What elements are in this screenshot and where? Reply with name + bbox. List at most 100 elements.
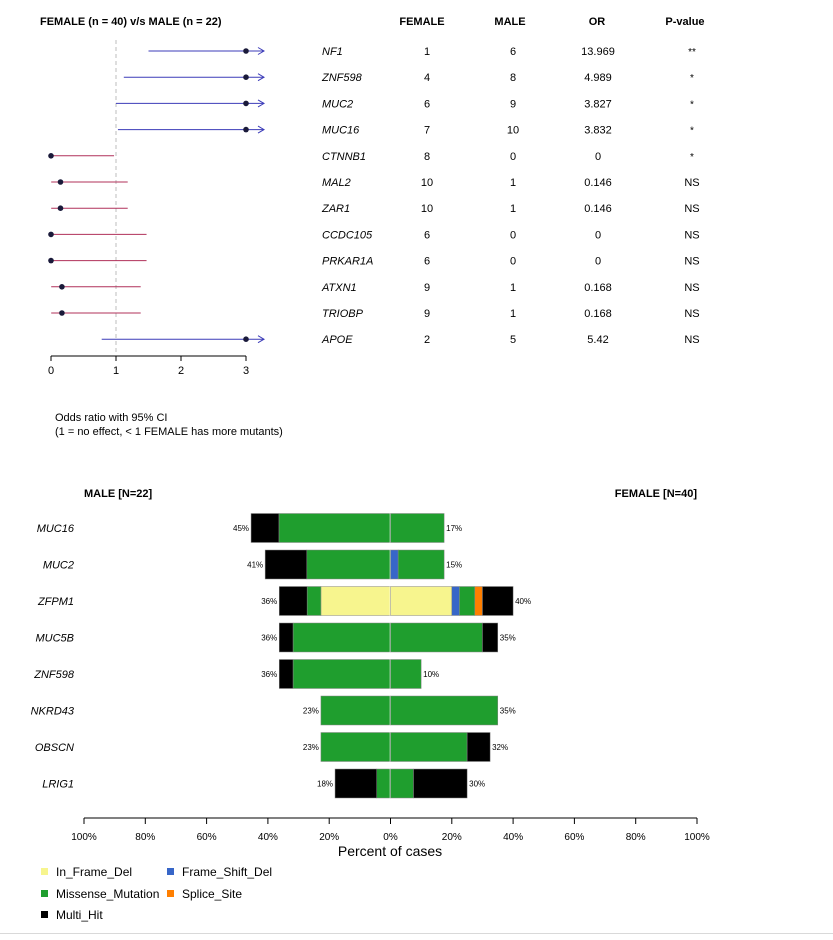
male-total-label: 18% — [317, 780, 333, 789]
or-point — [59, 284, 65, 290]
bar-gene-label: MUC5B — [35, 633, 74, 645]
female-total-label: 35% — [500, 707, 516, 716]
bar-gene-label: OBSCN — [35, 742, 74, 754]
male-count: 1 — [510, 308, 516, 320]
ci-arrow — [257, 99, 265, 108]
male-bar-missense_mutation — [376, 768, 391, 799]
forest-tick-label: 3 — [243, 365, 249, 377]
female-count: 6 — [424, 256, 430, 268]
male-count: 1 — [510, 282, 516, 294]
female-total-label: 35% — [500, 634, 516, 643]
header-pvalue: P-value — [665, 16, 704, 28]
female-total-label: 17% — [446, 524, 462, 533]
forest-row-znf598: ZNF598 4 8 4.989 * — [123, 72, 694, 84]
forest-row-apoe: APOE 2 5 5.42 NS — [101, 334, 700, 346]
gene-label: ATXN1 — [321, 282, 357, 294]
bar-tick-label: 20% — [442, 832, 462, 843]
forest-tick-label: 0 — [48, 365, 54, 377]
forest-row-ccdc105: CCDC105 6 0 0 NS — [48, 229, 700, 241]
legend-label: In_Frame_Del — [56, 865, 132, 879]
female-bar-missense_mutation — [390, 695, 499, 726]
p-value: NS — [684, 229, 699, 241]
male-count: 10 — [507, 125, 519, 137]
male-bar-multi_hit — [278, 586, 308, 616]
legend-label: Splice_Site — [182, 887, 242, 901]
male-count: 1 — [510, 203, 516, 215]
male-bar-missense_mutation — [292, 659, 391, 689]
male-total-label: 36% — [261, 597, 277, 606]
bar-tick-label: 20% — [319, 832, 339, 843]
legend-swatch — [41, 890, 48, 897]
or-point — [48, 153, 54, 159]
bar-tick-label: 80% — [626, 832, 646, 843]
male-count: 0 — [510, 256, 516, 268]
bar-x-ticks: 100% 80% 60% 40% 20% 0% 20% 40% 60% 80% 100% — [71, 818, 710, 843]
gene-label: MUC16 — [322, 125, 360, 137]
female-bar-missense_mutation — [459, 586, 476, 616]
male-bar-missense_mutation — [320, 732, 391, 762]
female-total-label: 15% — [446, 561, 462, 570]
male-bar-missense_mutation — [306, 549, 391, 580]
female-bar-missense_mutation — [390, 513, 445, 543]
forest-tick-label: 1 — [113, 365, 119, 377]
or-value: 0.168 — [584, 308, 612, 320]
bar-row-muc16: MUC16 45% 17% — [37, 513, 462, 543]
male-count: 8 — [510, 72, 516, 84]
forest-row-atxn1: ATXN1 9 1 0.168 NS — [51, 282, 700, 294]
forest-rows: NF1 1 6 13.969 **ZNF598 4 8 4.989 *MUC2 6 9 3.827 *M… — [48, 46, 700, 346]
or-value: 0.146 — [584, 203, 612, 215]
gene-label: CTNNB1 — [322, 151, 366, 163]
forest-footnote-2: (1 = no effect, < 1 FEMALE has more muta… — [55, 426, 283, 438]
cobar-plot: MALE [N=22] FEMALE [N=40] MUC16 45% 17%MUC… — [31, 488, 710, 922]
or-point — [243, 126, 249, 133]
male-total-label: 36% — [261, 634, 277, 643]
gene-label: TRIOBP — [322, 308, 364, 320]
forest-tick-label: 2 — [178, 365, 184, 377]
ci-arrow — [257, 73, 265, 82]
or-value: 0 — [595, 151, 601, 163]
bar-tick-label: 60% — [197, 832, 217, 843]
female-count: 10 — [421, 177, 433, 189]
female-bar-multi_hit — [482, 586, 514, 616]
male-total-label: 45% — [233, 524, 249, 533]
forest-title: FEMALE (n = 40) v/s MALE (n = 22) — [40, 16, 222, 28]
male-total-label: 23% — [303, 743, 319, 752]
male-bar-missense_mutation — [306, 586, 322, 616]
bar-gene-label: ZFPM1 — [37, 596, 74, 608]
bar-row-lrig1: LRIG1 18% 30% — [42, 768, 485, 799]
header-or: OR — [589, 16, 606, 28]
p-value: ** — [688, 47, 696, 58]
gene-label: ZNF598 — [321, 72, 363, 84]
legend-swatch — [41, 911, 48, 918]
female-bar-missense_mutation — [397, 549, 445, 580]
female-bar-multi_hit — [482, 622, 499, 653]
p-value: NS — [684, 282, 699, 294]
female-bar-missense_mutation — [390, 732, 468, 762]
header-male: MALE — [494, 16, 525, 28]
male-total-label: 36% — [261, 670, 277, 679]
legend-swatch — [41, 868, 48, 875]
female-bar-frame_shift_del — [390, 549, 399, 580]
legend-label: Missense_Mutation — [56, 887, 159, 901]
female-total-label: 32% — [492, 743, 508, 752]
male-count: 9 — [510, 98, 516, 110]
or-value: 5.42 — [587, 334, 608, 346]
female-bar-missense_mutation — [390, 659, 422, 689]
female-bar-multi_hit — [466, 732, 491, 762]
forest-row-triobp: TRIOBP 9 1 0.168 NS — [51, 308, 700, 320]
bar-row-muc2: MUC2 41% 15% — [43, 549, 462, 580]
bar-gene-label: MUC2 — [43, 560, 74, 572]
legend-label: Multi_Hit — [56, 908, 103, 922]
bar-tick-label: 80% — [135, 832, 155, 843]
bar-row-nkrd43: NKRD43 23% 35% — [31, 695, 516, 726]
female-total-label: 40% — [515, 597, 531, 606]
legend-label: Frame_Shift_Del — [182, 865, 272, 879]
female-count: 10 — [421, 203, 433, 215]
male-count: 5 — [510, 334, 516, 346]
bar-row-muc5b: MUC5B 36% 35% — [35, 622, 516, 653]
forest-row-zar1: ZAR1 10 1 0.146 NS — [51, 203, 700, 215]
bar-gene-label: MUC16 — [37, 523, 75, 535]
bar-tick-label: 40% — [258, 832, 278, 843]
or-point — [243, 336, 249, 343]
male-bar-in_frame_del — [320, 586, 391, 616]
